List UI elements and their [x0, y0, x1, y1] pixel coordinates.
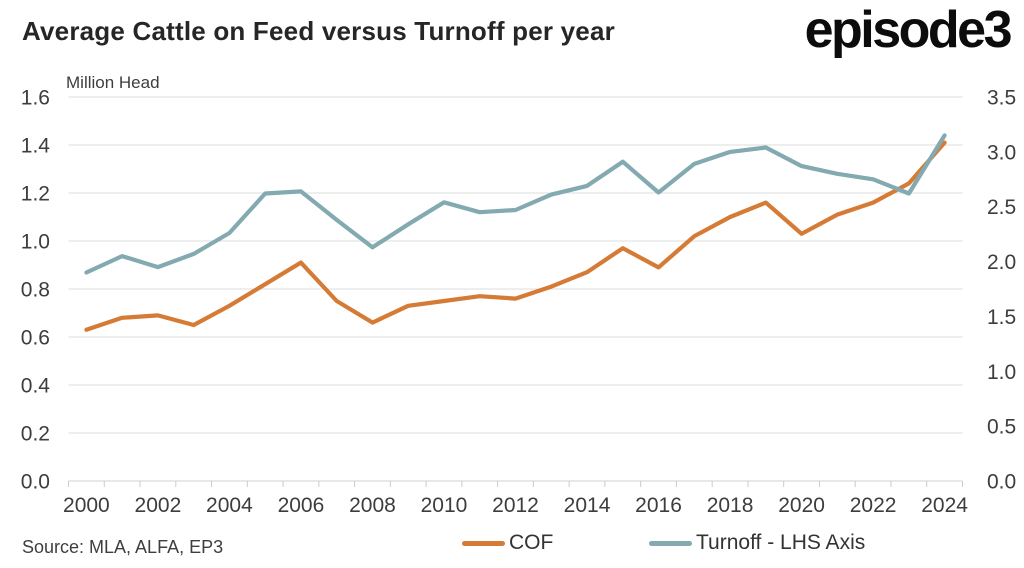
right-axis-tick-label: 1.5: [987, 306, 1016, 329]
left-axis-tick-label: 1.2: [21, 183, 50, 206]
x-axis-year-label: 2008: [349, 494, 396, 517]
x-axis-year-label: 2016: [635, 494, 682, 517]
legend-label-turnoff: Turnoff - LHS Axis: [696, 531, 866, 554]
cof-line-swatch: [462, 540, 505, 546]
x-axis-year-label: 2022: [850, 494, 897, 517]
cof-line: [84, 140, 947, 332]
x-axis-year-label: 2006: [278, 494, 325, 517]
left-axis-tick-label: 0.6: [21, 327, 50, 350]
turnoff-line-swatch: [649, 540, 692, 546]
legend-item-turnoff: Turnoff - LHS Axis: [649, 531, 865, 555]
x-axis-year-label: 2010: [421, 494, 468, 517]
left-axis-tick-label: 0.2: [21, 423, 50, 446]
x-axis-year-label: 2024: [921, 494, 968, 517]
chart-title: Average Cattle on Feed versus Turnoff pe…: [22, 16, 615, 46]
right-axis-tick-label: 3.0: [987, 141, 1016, 164]
left-axis-tick-label: 1.4: [21, 135, 51, 158]
left-axis-tick-label: 0.0: [21, 471, 50, 494]
left-axis-tick-label: 1.6: [21, 87, 50, 110]
right-axis-tick-label: 0.0: [987, 471, 1016, 494]
right-axis-tick-label: 0.5: [987, 416, 1016, 439]
left-axis-unit-label: Million Head: [66, 73, 160, 92]
right-axis-tick-label: 3.5: [987, 87, 1016, 110]
x-axis-year-label: 2004: [206, 494, 253, 517]
right-axis-tick-label: 2.5: [987, 196, 1016, 219]
x-axis-year-label: 2020: [778, 494, 825, 517]
x-axis-year-label: 2000: [63, 494, 110, 517]
legend-label-cof: COF: [509, 531, 554, 554]
source-note: Source: MLA, ALFA, EP3: [22, 537, 224, 557]
x-axis-year-label: 2012: [492, 494, 539, 517]
x-axis-year-label: 2018: [707, 494, 754, 517]
episode3-logo: episode3: [804, 1, 1013, 59]
legend-item-cof: COF: [462, 531, 553, 555]
left-axis-tick-label: 1.0: [21, 231, 50, 254]
x-axis-year-label: 2002: [135, 494, 182, 517]
turnoff-line: [84, 133, 947, 275]
x-axis-year-label: 2014: [564, 494, 611, 517]
right-axis-tick-label: 1.0: [987, 361, 1016, 384]
left-axis-tick-label: 0.4: [21, 375, 51, 398]
right-axis-tick-label: 2.0: [987, 251, 1016, 274]
left-axis-tick-label: 0.8: [21, 279, 50, 302]
